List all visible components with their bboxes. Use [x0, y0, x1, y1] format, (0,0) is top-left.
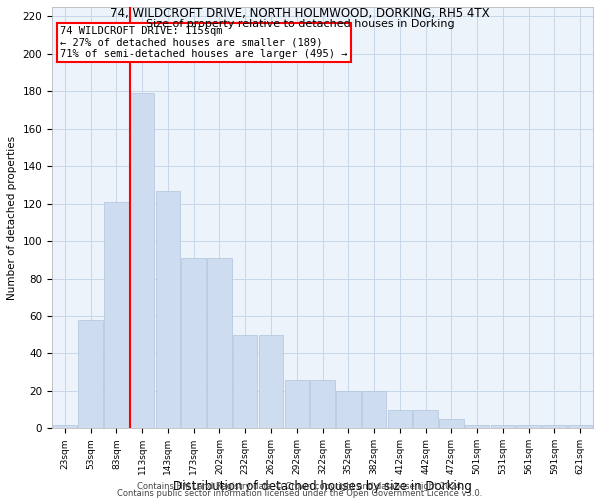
Bar — [233, 334, 257, 428]
Text: Contains public sector information licensed under the Open Government Licence v3: Contains public sector information licen… — [118, 490, 482, 498]
Bar — [181, 258, 206, 428]
Bar — [130, 93, 154, 428]
Bar — [104, 202, 128, 428]
Bar — [542, 424, 566, 428]
Text: Size of property relative to detached houses in Dorking: Size of property relative to detached ho… — [146, 19, 454, 29]
Bar — [53, 424, 77, 428]
Bar — [79, 320, 103, 428]
Bar — [284, 380, 309, 428]
Bar — [517, 424, 541, 428]
Text: Contains HM Land Registry data © Crown copyright and database right 2024.: Contains HM Land Registry data © Crown c… — [137, 482, 463, 491]
Bar — [491, 424, 515, 428]
Bar — [310, 380, 335, 428]
Text: 74, WILDCROFT DRIVE, NORTH HOLMWOOD, DORKING, RH5 4TX: 74, WILDCROFT DRIVE, NORTH HOLMWOOD, DOR… — [110, 8, 490, 20]
Bar — [439, 419, 464, 428]
Bar — [259, 334, 283, 428]
Bar — [362, 391, 386, 428]
Bar — [336, 391, 361, 428]
Text: 74 WILDCROFT DRIVE: 115sqm
← 27% of detached houses are smaller (189)
71% of sem: 74 WILDCROFT DRIVE: 115sqm ← 27% of deta… — [60, 26, 347, 59]
Bar — [388, 410, 412, 428]
X-axis label: Distribution of detached houses by size in Dorking: Distribution of detached houses by size … — [173, 480, 472, 493]
Bar — [413, 410, 438, 428]
Bar — [465, 424, 490, 428]
Y-axis label: Number of detached properties: Number of detached properties — [7, 136, 17, 300]
Bar — [207, 258, 232, 428]
Bar — [155, 190, 180, 428]
Bar — [568, 424, 592, 428]
